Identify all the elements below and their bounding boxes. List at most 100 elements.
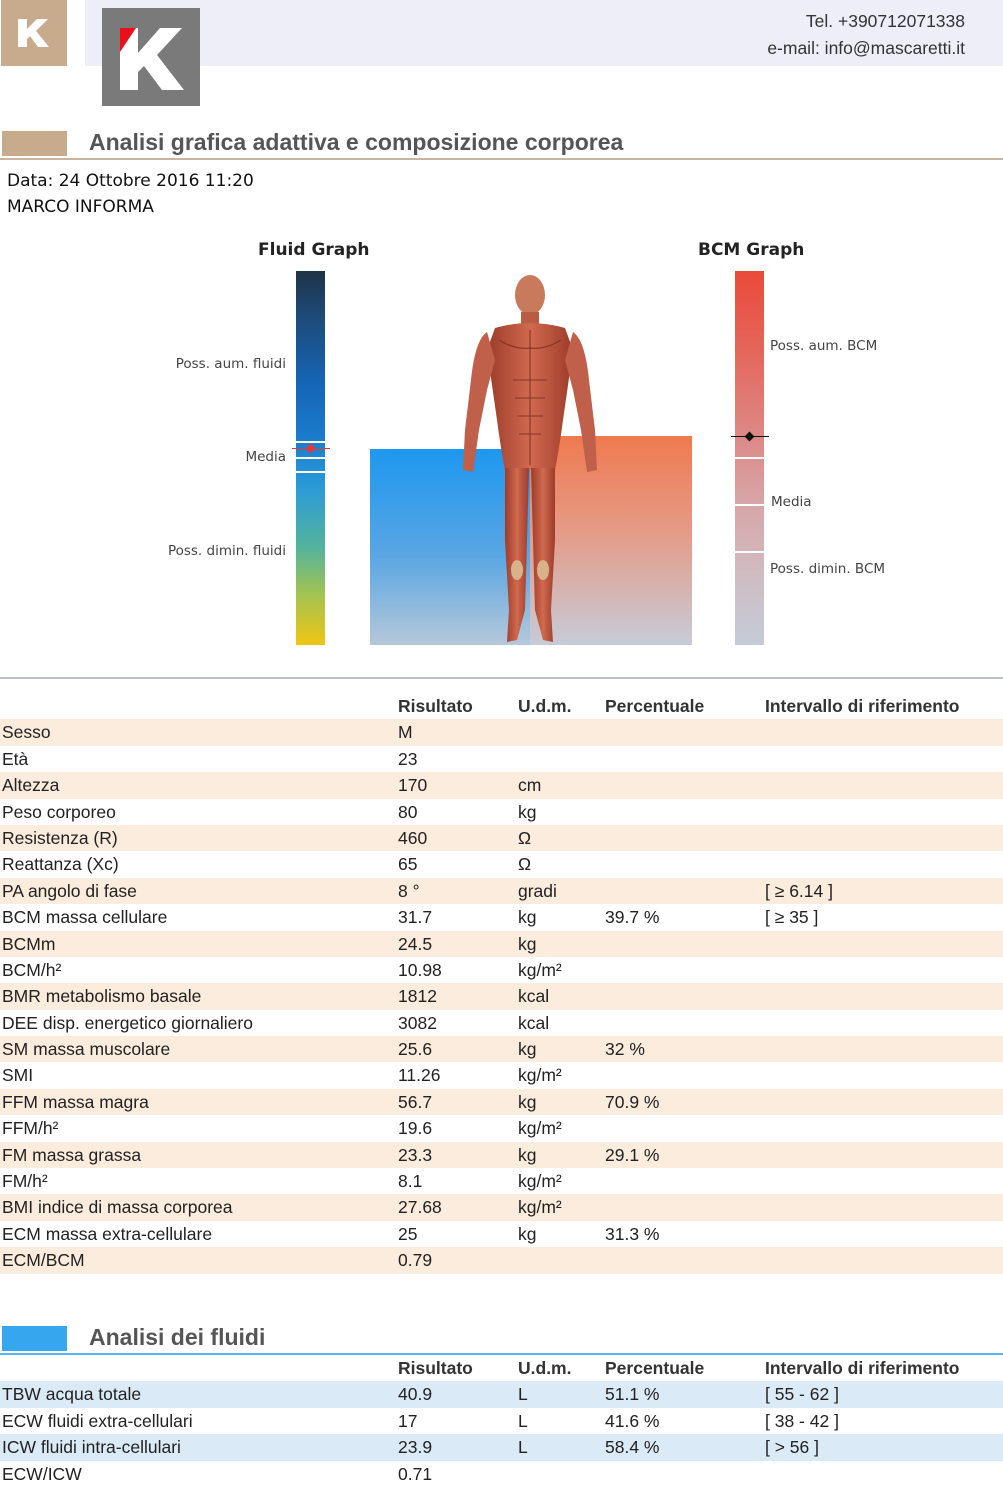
percent-cell: 32 % — [605, 1039, 645, 1060]
k-logo-icon — [18, 19, 49, 47]
reference-cell: [ > 56 ] — [765, 1437, 819, 1458]
result-cell: 3082 — [398, 1012, 437, 1033]
k-logo-large-icon — [120, 28, 184, 90]
label-cell: BCM/h² — [2, 959, 62, 980]
label-cell: BCMm — [2, 933, 56, 954]
section-underline — [0, 158, 1003, 160]
unit-cell: kg — [518, 1223, 537, 1244]
label-cell: Reattanza (Xc) — [2, 854, 119, 875]
table-row: ECM/BCM 0.79 — [0, 1247, 1003, 1274]
unit-cell: L — [518, 1384, 528, 1405]
result-cell: 11.26 — [398, 1065, 441, 1086]
unit-cell: L — [518, 1437, 528, 1458]
table-row: BMI indice di massa corporea 27.68 kg/m² — [0, 1194, 1003, 1221]
unit-cell: gradi — [518, 880, 557, 901]
table-header-row: Risultato U.d.m. Percentuale Intervallo di … — [0, 693, 1003, 719]
table-row: Altezza 170 cm — [0, 772, 1003, 799]
header-unit: U.d.m. — [518, 1358, 572, 1378]
bcm-level-block — [530, 436, 692, 645]
result-cell: 23.3 — [398, 1144, 433, 1165]
table-row: BMR metabolismo basale 1812 kcal — [0, 983, 1003, 1010]
header-result: Risultato — [398, 1358, 473, 1378]
label-cell: FM massa grassa — [2, 1144, 142, 1165]
result-cell: 25 — [398, 1223, 418, 1244]
fluid-tick — [296, 471, 325, 473]
fluid-label-decrease: Poss. dimin. fluidi — [167, 543, 286, 559]
percent-cell: 31.3 % — [605, 1223, 660, 1244]
result-cell: 80 — [398, 801, 418, 822]
table-row: ECM massa extra-cellulare 25 kg 31.3 % — [0, 1221, 1003, 1247]
result-cell: 1812 — [398, 986, 437, 1007]
label-cell: FFM massa magra — [2, 1091, 149, 1112]
table-row: FM massa grassa 23.3 kg 29.1 % — [0, 1141, 1003, 1169]
table-row: FM/h² 8.1 kg/m² — [0, 1168, 1003, 1194]
bcm-graph-title: BCM Graph — [698, 240, 805, 260]
section-title-fluids: Analisi dei fluidi — [89, 1324, 266, 1350]
header-unit: U.d.m. — [518, 696, 572, 716]
unit-cell: cm — [518, 775, 542, 796]
table-row: FFM/h² 19.6 kg/m² — [0, 1115, 1003, 1141]
bcm-label-decrease: Poss. dimin. BCM — [770, 561, 886, 577]
table-row: TBW acqua totale 40.9 L 51.1 % [ 55 - 62 ] — [0, 1381, 1003, 1408]
result-cell: 65 — [398, 854, 418, 875]
label-cell: Peso corporeo — [2, 801, 116, 822]
anatomy-figure — [463, 275, 597, 642]
table-header-row: Risultato U.d.m. Percentuale Intervallo di … — [0, 1355, 1003, 1381]
result-cell: 23 — [398, 748, 418, 769]
email-text: e-mail: info@mascaretti.it — [767, 38, 965, 58]
reference-cell: [ 55 - 62 ] — [765, 1384, 839, 1405]
table-row: SM massa muscolare 25.6 kg 32 % — [0, 1036, 1003, 1063]
header-band — [85, 0, 1003, 66]
label-cell: FM/h² — [2, 1171, 48, 1192]
label-cell: ECM/BCM — [2, 1250, 85, 1271]
label-cell: BMR metabolismo basale — [2, 986, 202, 1007]
label-cell: Età — [2, 748, 29, 769]
bcm-tick — [735, 457, 764, 459]
label-cell: BCM massa cellulare — [2, 907, 168, 928]
header-reference: Intervallo di riferimento — [765, 1358, 960, 1378]
percent-cell: 29.1 % — [605, 1144, 660, 1165]
bcm-tick — [735, 551, 764, 553]
label-cell: Sesso — [2, 722, 51, 743]
fluid-label-increase: Poss. aum. fluidi — [175, 356, 286, 372]
table-row: BCM massa cellulare 31.7 kg 39.7 % [ ≥ 35 ] — [0, 904, 1003, 930]
section-accent-bar — [2, 1326, 67, 1351]
table-row: Reattanza (Xc) 65 Ω — [0, 851, 1003, 877]
table-row: BCMm 24.5 kg — [0, 930, 1003, 957]
result-cell: 24.5 — [398, 933, 433, 954]
section-divider — [0, 677, 1003, 679]
patient-name: MARCO INFORMA — [7, 197, 154, 217]
table-row: SMI 11.26 kg/m² — [0, 1062, 1003, 1088]
fluid-label-mean: Media — [245, 449, 286, 465]
result-cell: 17 — [398, 1410, 418, 1431]
unit-cell: Ω — [518, 854, 532, 875]
table-row: ECW/ICW 0.71 — [0, 1461, 1003, 1487]
section-accent-bar — [2, 131, 67, 156]
brand-logo-large — [102, 8, 200, 106]
table-row: Età 23 — [0, 746, 1003, 772]
table-row: ECW fluidi extra-cellulari 17 L 41.6 % [ 38 … — [0, 1408, 1003, 1434]
fluid-tick — [296, 441, 325, 443]
table-row: FFM massa magra 56.7 kg 70.9 % — [0, 1088, 1003, 1116]
label-cell: PA angolo di fase — [2, 880, 137, 901]
reference-cell: [ ≥ 35 ] — [765, 907, 819, 928]
reference-cell: [ ≥ 6.14 ] — [765, 880, 833, 901]
fluids-table: Risultato U.d.m. Percentuale Intervallo di … — [0, 1355, 1003, 1487]
result-cell: 27.68 — [398, 1197, 442, 1218]
result-cell: 0.79 — [398, 1250, 433, 1271]
unit-cell: kg — [518, 801, 537, 822]
label-cell: ECW fluidi extra-cellulari — [2, 1410, 193, 1431]
table-row: DEE disp. energetico giornaliero 3082 kcal — [0, 1010, 1003, 1036]
bcm-label-increase: Poss. aum. BCM — [770, 338, 878, 354]
brand-logo-small — [1, 0, 67, 66]
percent-cell: 70.9 % — [605, 1091, 660, 1112]
section-title-composition: Analisi grafica adattiva e composizione … — [89, 129, 624, 155]
label-cell: SM massa muscolare — [2, 1039, 171, 1060]
result-cell: 40.9 — [398, 1384, 433, 1405]
unit-cell: kcal — [518, 986, 550, 1007]
unit-cell: kg/m² — [518, 1197, 562, 1218]
unit-cell: kg/m² — [518, 959, 562, 980]
unit-cell: kg/m² — [518, 1171, 562, 1192]
table-row: BCM/h² 10.98 kg/m² — [0, 957, 1003, 983]
fluid-graph-title: Fluid Graph — [258, 240, 370, 260]
